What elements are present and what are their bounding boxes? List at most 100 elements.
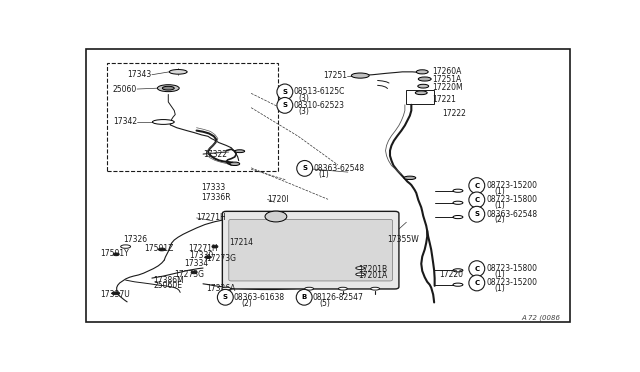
Ellipse shape <box>453 201 463 204</box>
Text: (1): (1) <box>494 187 505 196</box>
Ellipse shape <box>277 97 292 113</box>
Text: A 72 (0086: A 72 (0086 <box>522 315 561 321</box>
FancyBboxPatch shape <box>229 219 392 281</box>
Text: 08723-15800: 08723-15800 <box>486 195 538 204</box>
Text: (1): (1) <box>494 270 505 279</box>
Text: (3): (3) <box>298 108 309 116</box>
Ellipse shape <box>339 287 348 290</box>
Text: C: C <box>474 183 479 189</box>
Ellipse shape <box>265 211 287 222</box>
Ellipse shape <box>356 267 365 269</box>
Text: 1720I: 1720I <box>268 195 289 204</box>
Text: 08723-15800: 08723-15800 <box>486 264 538 273</box>
Ellipse shape <box>212 245 218 248</box>
Text: (5): (5) <box>319 299 330 308</box>
Text: 08513-6125C: 08513-6125C <box>293 87 345 96</box>
Ellipse shape <box>121 245 131 248</box>
Ellipse shape <box>469 192 484 208</box>
Ellipse shape <box>469 206 484 222</box>
Ellipse shape <box>230 162 240 166</box>
FancyBboxPatch shape <box>222 211 399 289</box>
Ellipse shape <box>305 287 314 290</box>
Text: (1): (1) <box>318 170 329 179</box>
Text: 08363-62548: 08363-62548 <box>313 164 364 173</box>
Text: 17330: 17330 <box>189 251 213 260</box>
Text: 17322: 17322 <box>203 150 227 158</box>
Text: 17326A: 17326A <box>207 284 236 293</box>
Text: 17355W: 17355W <box>388 235 419 244</box>
Text: S: S <box>282 89 287 95</box>
Ellipse shape <box>453 215 463 219</box>
Ellipse shape <box>112 292 120 295</box>
Text: 17337U: 17337U <box>100 290 129 299</box>
Text: (2): (2) <box>494 215 505 224</box>
Text: C: C <box>474 197 479 203</box>
Text: C: C <box>474 280 479 286</box>
Ellipse shape <box>453 283 463 286</box>
Text: 17221: 17221 <box>432 95 456 104</box>
Ellipse shape <box>371 287 380 290</box>
Ellipse shape <box>277 84 292 100</box>
Ellipse shape <box>356 273 365 276</box>
Bar <box>406 90 434 104</box>
Text: 08126-82547: 08126-82547 <box>312 293 363 302</box>
Ellipse shape <box>404 176 416 180</box>
Text: 17386M: 17386M <box>154 276 184 285</box>
Text: S: S <box>223 294 228 300</box>
Ellipse shape <box>351 73 369 78</box>
Ellipse shape <box>157 85 179 92</box>
Text: 08723-15200: 08723-15200 <box>486 181 538 190</box>
Text: S: S <box>474 211 479 217</box>
Ellipse shape <box>469 275 484 291</box>
Ellipse shape <box>205 256 211 259</box>
Text: 17214: 17214 <box>229 238 253 247</box>
Text: 17336R: 17336R <box>202 193 231 202</box>
Text: C: C <box>474 266 479 272</box>
Text: (2): (2) <box>241 299 252 308</box>
Text: B: B <box>301 294 307 300</box>
Ellipse shape <box>191 271 197 274</box>
Ellipse shape <box>222 287 231 290</box>
Ellipse shape <box>415 91 428 94</box>
Text: 17251: 17251 <box>323 71 347 80</box>
Ellipse shape <box>416 70 428 74</box>
Bar <box>108 63 278 171</box>
Text: 17201B: 17201B <box>358 265 387 274</box>
Text: 08310-62523: 08310-62523 <box>293 101 344 110</box>
Text: 17271H: 17271H <box>196 214 227 222</box>
Text: 17273G: 17273G <box>174 270 204 279</box>
Text: 08723-15200: 08723-15200 <box>486 279 538 288</box>
Text: 17333: 17333 <box>202 183 226 192</box>
Text: 17334: 17334 <box>184 259 209 268</box>
Text: 08363-61638: 08363-61638 <box>234 293 285 302</box>
Text: 17501Z: 17501Z <box>145 244 174 253</box>
Ellipse shape <box>169 70 187 74</box>
Text: 17501Y: 17501Y <box>100 248 129 258</box>
Text: 17326: 17326 <box>124 235 148 244</box>
Ellipse shape <box>469 178 484 193</box>
Text: 25060: 25060 <box>113 84 137 93</box>
Text: 17343: 17343 <box>127 70 152 79</box>
Text: 25060E: 25060E <box>154 281 182 290</box>
Ellipse shape <box>163 86 174 90</box>
Text: 17271H: 17271H <box>188 244 218 253</box>
Ellipse shape <box>453 269 463 272</box>
Ellipse shape <box>158 248 165 251</box>
Text: 08363-62548: 08363-62548 <box>486 210 538 219</box>
Ellipse shape <box>469 261 484 276</box>
Ellipse shape <box>453 189 463 192</box>
Text: S: S <box>282 102 287 108</box>
Ellipse shape <box>218 289 233 305</box>
Text: (1): (1) <box>494 201 505 210</box>
Ellipse shape <box>418 84 429 88</box>
Text: (3): (3) <box>298 94 309 103</box>
Text: 17222: 17222 <box>442 109 466 118</box>
Ellipse shape <box>296 289 312 305</box>
Text: 17251A: 17251A <box>432 75 461 84</box>
Ellipse shape <box>113 253 119 256</box>
Ellipse shape <box>235 150 244 153</box>
Text: 17220: 17220 <box>440 270 463 279</box>
Text: 17260A: 17260A <box>432 67 461 76</box>
Text: 17220M: 17220M <box>432 83 463 92</box>
Ellipse shape <box>297 160 312 176</box>
